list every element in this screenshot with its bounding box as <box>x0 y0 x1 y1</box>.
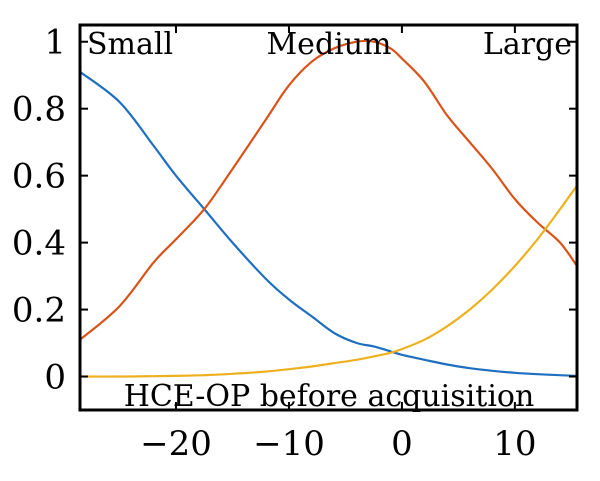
series-group <box>79 39 578 378</box>
x-tick-label: 10 <box>493 424 536 464</box>
y-tick-label: 0.6 <box>12 157 66 197</box>
series-line-2 <box>79 39 578 341</box>
y-tick-label: 0.8 <box>12 90 66 130</box>
y-tick-label: 0 <box>44 358 66 398</box>
series-line-3 <box>79 185 578 378</box>
y-tick-label: 1 <box>44 23 66 63</box>
x-tick-label: −20 <box>140 424 212 464</box>
y-tick-label: 0.2 <box>12 291 66 331</box>
x-tick-label: −10 <box>253 424 325 464</box>
axes-box <box>78 23 579 412</box>
y-axis-ticks: 0 0.2 0.4 0.6 0.8 1 <box>12 23 577 398</box>
y-tick-label: 0.4 <box>12 224 66 264</box>
annotation-small: Small <box>87 27 173 62</box>
annotation-group: Small Medium Large HCE-OP before acquisitio… <box>87 27 572 414</box>
series-line-1 <box>79 71 578 377</box>
x-tick-label: 0 <box>391 424 413 464</box>
annotation-large: Large <box>483 27 572 62</box>
plot-area: Small Medium Large HCE-OP before acquisitio… <box>12 23 579 464</box>
annotation-variable: HCE-OP before acquisition <box>124 379 535 414</box>
x-axis-ticks: −20 −10 0 10 <box>140 25 537 464</box>
annotation-medium: Medium <box>266 27 391 62</box>
